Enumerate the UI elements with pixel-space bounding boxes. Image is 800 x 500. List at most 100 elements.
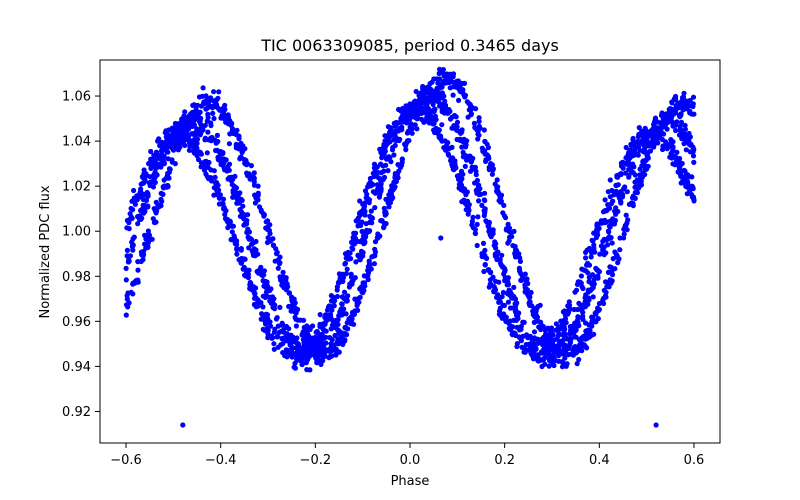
data-point	[590, 238, 596, 244]
data-point	[470, 214, 476, 220]
data-point	[569, 328, 575, 334]
data-point	[591, 281, 597, 287]
data-point	[184, 115, 190, 121]
data-point	[361, 240, 367, 246]
data-point	[490, 274, 496, 280]
data-point	[128, 214, 134, 220]
data-point	[200, 85, 206, 91]
data-point	[608, 264, 615, 271]
data-point	[158, 196, 164, 202]
data-point	[423, 106, 429, 112]
data-point	[252, 192, 258, 198]
data-point	[624, 220, 630, 226]
data-point	[448, 77, 454, 83]
data-point	[623, 212, 629, 218]
data-point	[349, 316, 355, 322]
data-point	[344, 320, 350, 326]
data-point	[652, 129, 658, 136]
data-point	[517, 258, 524, 264]
data-point	[565, 303, 571, 309]
data-point	[225, 225, 231, 231]
data-point	[512, 301, 518, 307]
data-point	[268, 286, 274, 292]
y-tick-label: 0.96	[62, 315, 91, 330]
data-point	[589, 318, 595, 324]
data-point	[585, 295, 592, 301]
data-point	[241, 222, 247, 228]
data-point	[436, 127, 442, 133]
data-point	[258, 270, 264, 276]
data-point	[285, 284, 291, 290]
data-point	[234, 246, 240, 253]
data-point	[553, 343, 559, 350]
data-point	[301, 339, 307, 346]
data-point	[610, 256, 616, 262]
data-point	[124, 253, 130, 259]
data-point	[488, 163, 494, 169]
data-point	[607, 194, 613, 200]
data-point	[476, 190, 482, 197]
data-point	[126, 300, 132, 306]
data-point	[473, 106, 479, 112]
data-point	[244, 170, 250, 176]
data-point	[476, 132, 482, 138]
data-point	[129, 244, 135, 250]
data-point	[499, 252, 505, 258]
data-point	[389, 186, 395, 193]
data-point	[365, 267, 371, 273]
data-point	[294, 356, 300, 362]
data-point	[139, 252, 145, 258]
data-point	[358, 285, 364, 291]
data-point	[691, 111, 697, 117]
data-point	[131, 187, 137, 194]
data-point	[607, 277, 613, 283]
data-point	[222, 102, 228, 108]
data-point	[265, 335, 271, 341]
data-point	[214, 132, 220, 138]
data-point	[385, 200, 391, 206]
data-point	[572, 320, 578, 326]
data-point	[272, 258, 278, 264]
data-point	[560, 360, 566, 366]
data-point	[353, 259, 359, 265]
data-point	[447, 108, 453, 114]
data-point	[197, 118, 203, 124]
data-point	[212, 174, 218, 180]
data-point	[690, 153, 697, 159]
data-point	[263, 219, 269, 225]
data-point	[442, 73, 448, 79]
x-tick-label: 0.2	[494, 453, 515, 468]
data-point	[497, 199, 504, 205]
data-point	[622, 160, 629, 166]
data-point	[410, 106, 416, 112]
data-point	[288, 340, 294, 346]
data-point	[381, 225, 387, 231]
data-point	[459, 199, 465, 205]
data-point	[532, 314, 538, 320]
data-point	[474, 242, 480, 249]
data-point	[455, 78, 461, 84]
data-point	[642, 157, 649, 163]
data-point	[403, 143, 409, 149]
data-point	[360, 210, 366, 216]
data-point	[433, 90, 439, 96]
data-point	[576, 343, 582, 349]
data-point	[574, 361, 580, 367]
data-point	[378, 170, 384, 176]
data-point	[605, 242, 611, 248]
data-point	[345, 326, 351, 332]
data-point	[475, 214, 481, 220]
data-point	[622, 184, 628, 190]
data-point	[467, 168, 474, 174]
data-point	[355, 238, 361, 244]
data-point	[176, 145, 182, 151]
data-point	[367, 175, 373, 182]
data-point	[140, 257, 146, 263]
data-point	[579, 266, 585, 272]
data-point	[632, 172, 638, 178]
data-point	[353, 230, 359, 236]
data-point	[683, 147, 689, 153]
data-point	[293, 323, 299, 329]
data-point	[465, 211, 471, 217]
data-point	[602, 217, 608, 223]
